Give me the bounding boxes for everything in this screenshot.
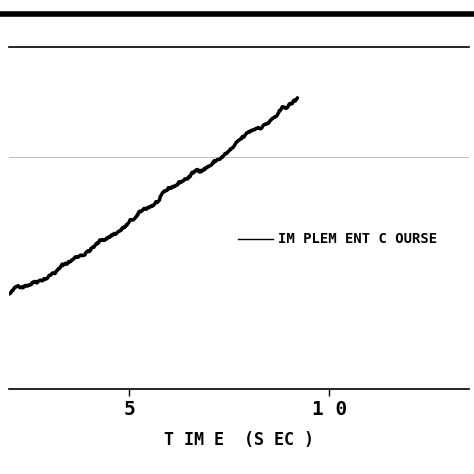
X-axis label: T IM E  (S EC ): T IM E (S EC ) <box>164 430 314 448</box>
Legend: IM PLEM ENT C OURSE: IM PLEM ENT C OURSE <box>233 227 443 252</box>
